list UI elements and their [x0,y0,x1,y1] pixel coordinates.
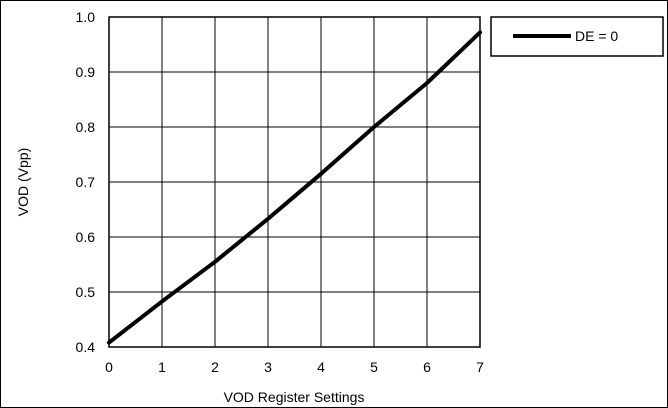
series-line-de-0 [107,30,482,345]
x-tick-label: 6 [423,359,431,375]
legend-box [490,16,664,57]
x-tick-label: 5 [370,359,378,375]
x-tick-label: 1 [158,359,166,375]
x-axis-label: VOD Register Settings [224,389,365,405]
y-axis-label: VOD (Vpp) [15,148,31,216]
legend-label: DE = 0 [575,28,618,44]
x-tick-label: 7 [476,359,484,375]
series-layer [107,30,482,345]
y-tick-label: 0.4 [76,339,96,355]
legend: DE = 0 [490,16,664,57]
x-tick-label: 4 [317,359,325,375]
y-tick-label: 0.6 [76,229,96,245]
x-tick-label: 2 [211,359,219,375]
x-axis-ticks: 0 1 2 3 4 5 6 7 [105,359,484,375]
y-tick-label: 0.8 [76,119,96,135]
y-tick-label: 0.7 [76,174,96,190]
x-tick-label: 3 [264,359,272,375]
plot-area [108,16,481,348]
grid-lines [109,17,480,347]
y-tick-label: 0.5 [76,284,96,300]
y-tick-label: 0.9 [76,64,96,80]
x-tick-label: 0 [105,359,113,375]
y-axis-ticks: 0.4 0.5 0.6 0.7 0.8 0.9 1.0 [76,9,96,355]
y-tick-label: 1.0 [76,9,96,25]
